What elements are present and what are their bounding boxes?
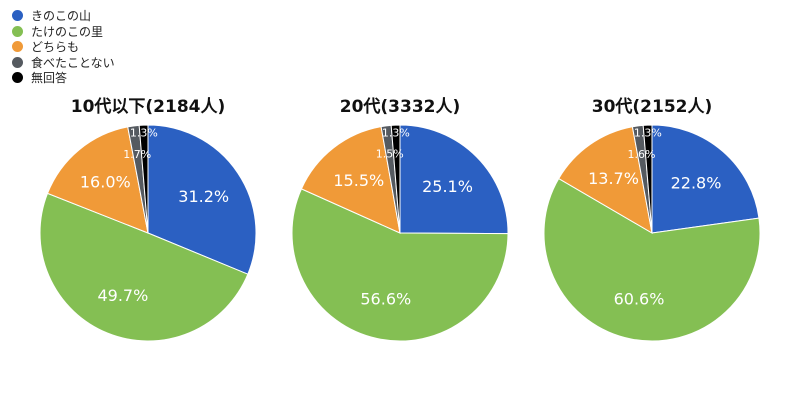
legend-label: 食べたことない [31, 55, 115, 70]
pie-slice-no-answer [642, 124, 653, 234]
pie-slice-no-answer [390, 124, 401, 234]
pie-label-takenoko: 49.7% [97, 286, 148, 305]
legend-swatch [12, 41, 23, 53]
pie-label-takenoko: 60.6% [614, 290, 665, 309]
pie-slice-both [46, 126, 149, 234]
pie-label-kinoko: 25.1% [422, 177, 473, 196]
pie-slice-both [558, 126, 653, 234]
legend-swatch [12, 25, 23, 37]
legend-swatch [12, 72, 23, 84]
pie-slice-kinoko [147, 124, 257, 275]
pie-slice-no-answer [138, 124, 149, 234]
chart-legend: きのこの山 たけのこの里 どちらも 食べたことない 無回答 [12, 8, 115, 86]
pie-slice-takenoko [39, 192, 249, 342]
pie-label-kinoko: 31.2% [178, 187, 229, 206]
legend-item-kinoko: きのこの山 [12, 8, 115, 24]
pie-slice-both [300, 126, 401, 234]
legend-item-no-answer: 無回答 [12, 70, 115, 86]
pie-slice-kinoko [399, 124, 509, 235]
pie-label-never-eaten: 1.6% [628, 148, 656, 161]
pie-chart-2: 20代(3332人) 25.1% 56.6% 15.5% 1.5% 1.3% [291, 96, 509, 342]
pie-title: 10代以下(2184人) [71, 96, 226, 117]
pie-label-both: 16.0% [80, 172, 131, 191]
pie-chart-3: 30代(2152人) 22.8% 60.6% 13.7% 1.6% 1.3% [543, 96, 761, 342]
legend-label: どちらも [31, 40, 80, 55]
pie-label-no-answer: 1.3% [130, 127, 158, 140]
legend-label: きのこの山 [31, 9, 92, 24]
pie-label-no-answer: 1.3% [382, 127, 410, 140]
legend-item-takenoko: たけのこの里 [12, 24, 115, 40]
pie-label-no-answer: 1.3% [634, 127, 662, 140]
legend-label: 無回答 [31, 71, 68, 86]
pie-label-both: 15.5% [333, 171, 384, 190]
pie-label-never-eaten: 1.7% [123, 148, 151, 161]
pie-slice-takenoko [543, 177, 761, 342]
pie-label-takenoko: 56.6% [360, 289, 411, 308]
legend-swatch [12, 10, 23, 22]
pie-title: 30代(2152人) [592, 96, 713, 117]
pie-slice-kinoko [651, 124, 760, 234]
pie-label-never-eaten: 1.5% [376, 148, 404, 161]
legend-label: たけのこの里 [31, 24, 104, 39]
pie-chart-1: 10代以下(2184人) 31.2% 49.7% 16.0% 1.7% 1.3% [39, 96, 257, 342]
legend-item-both: どちらも [12, 39, 115, 55]
legend-swatch [12, 56, 23, 68]
pie-title: 20代(3332人) [340, 96, 461, 117]
pie-slice-takenoko [291, 188, 509, 342]
pie-label-both: 13.7% [588, 169, 639, 188]
pie-label-kinoko: 22.8% [671, 174, 722, 193]
legend-item-never-eaten: 食べたことない [12, 55, 115, 71]
